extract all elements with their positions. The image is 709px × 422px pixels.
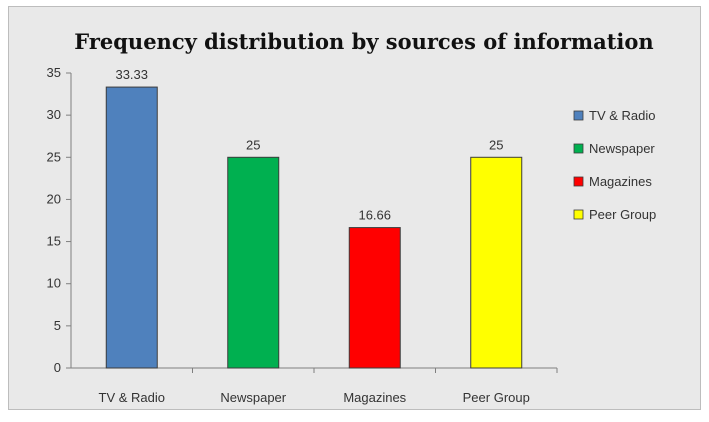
bar (105, 86, 158, 369)
legend-entry: Newspaper (589, 141, 655, 156)
x-tick-label: Magazines (343, 390, 406, 405)
y-tick-label: 20 (47, 191, 61, 206)
axes: 0 5 10 15 20 25 30 35 TV & Radio Newspaper Magazin… (47, 65, 558, 405)
legend-entry: Peer Group (589, 207, 656, 222)
legend-swatch (573, 143, 584, 154)
bar (227, 156, 280, 369)
chart-frame: Frequency distribution by sources of inf… (8, 6, 701, 410)
chart-title: Frequency distribution by sources of inf… (74, 29, 653, 54)
y-tick-label: 30 (47, 107, 61, 122)
y-tick-label: 35 (47, 65, 61, 80)
data-label: 25 (246, 137, 260, 152)
bars: 33.33 25 16.66 25 (105, 67, 523, 369)
x-tick-label: Peer Group (463, 390, 530, 405)
bar (470, 156, 523, 369)
x-tick-label: TV & Radio (99, 390, 165, 405)
data-label: 25 (489, 137, 503, 152)
legend-entry: TV & Radio (589, 108, 655, 123)
legend-swatch (573, 176, 584, 187)
y-tick-label: 15 (47, 234, 61, 249)
y-tick-label: 10 (47, 276, 61, 291)
legend-entry: Magazines (589, 174, 652, 189)
y-tick-label: 25 (47, 149, 61, 164)
legend: TV & Radio Newspaper Magazines Peer Group (573, 108, 656, 222)
data-label: 16.66 (358, 208, 391, 223)
y-tick-label: 5 (54, 318, 61, 333)
bar-chart: Frequency distribution by sources of inf… (47, 29, 657, 405)
y-tick-label: 0 (54, 360, 61, 375)
legend-swatch (573, 110, 584, 121)
bar (348, 227, 401, 369)
x-tick-label: Newspaper (220, 390, 286, 405)
data-label: 33.33 (115, 67, 148, 82)
legend-swatch (573, 209, 584, 220)
